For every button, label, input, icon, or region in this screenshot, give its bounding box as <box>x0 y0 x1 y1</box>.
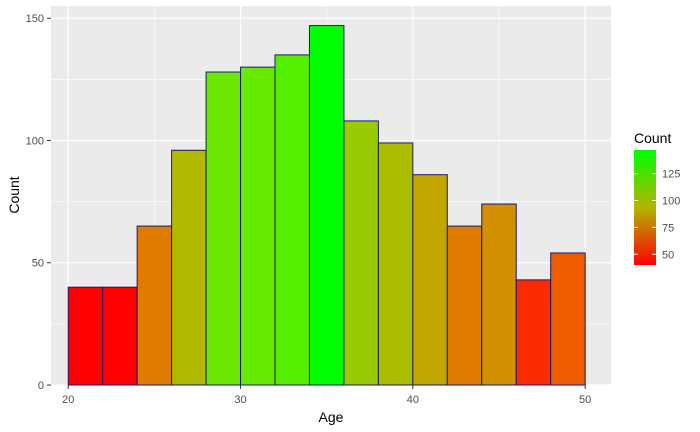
histogram-bar <box>446 225 483 386</box>
histogram-bar <box>205 71 242 386</box>
x-tick-label: 50 <box>579 394 591 406</box>
legend-title: Count <box>634 130 671 146</box>
legend-tick-label: 125 <box>662 169 680 181</box>
histogram-bar <box>377 142 414 386</box>
legend-ticks: 50 75 100 125 <box>634 169 680 261</box>
x-tick-label: 40 <box>407 394 419 406</box>
legend-tick-label: 50 <box>662 249 674 261</box>
legend-colorbar <box>634 150 656 265</box>
x-tick-label: 30 <box>234 394 246 406</box>
legend: Count 50 75 100 125 <box>634 130 680 265</box>
histogram-bar <box>481 203 517 386</box>
y-tick-label: 0 <box>38 380 44 392</box>
histogram-bar <box>343 120 379 386</box>
histogram-bar <box>171 149 207 386</box>
y-tick-label: 150 <box>26 13 44 25</box>
x-axis-title: Age <box>319 409 344 425</box>
x-tick-label: 20 <box>62 394 74 406</box>
histogram-bar <box>550 252 586 386</box>
legend-tick-label: 100 <box>662 196 680 208</box>
bars <box>67 25 586 386</box>
histogram-bar <box>67 286 104 386</box>
histogram-bar <box>240 66 276 386</box>
histogram-bar <box>102 286 138 386</box>
y-tick-label: 50 <box>32 258 44 270</box>
y-tick-label: 100 <box>26 135 44 147</box>
y-axis: 0 50 100 150 <box>26 13 51 392</box>
histogram-bar <box>412 174 448 386</box>
histogram-bar <box>274 54 310 386</box>
x-axis: 20 30 40 50 <box>62 385 591 406</box>
histogram-bar <box>308 25 345 386</box>
legend-tick-label: 75 <box>662 222 674 234</box>
histogram-bar <box>136 225 173 386</box>
histogram-bar <box>515 279 552 386</box>
y-axis-title: Count <box>6 176 22 213</box>
